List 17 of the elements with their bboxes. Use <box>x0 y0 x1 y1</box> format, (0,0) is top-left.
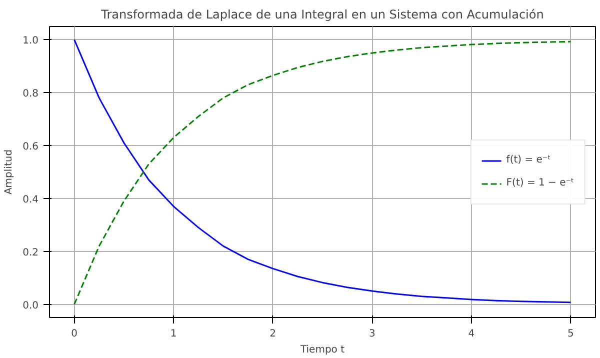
y-tick-label: 0.4 <box>22 194 39 206</box>
legend-label: F(t) = 1 − e⁻ᵗ <box>506 178 574 188</box>
y-axis-title: Amplitud <box>4 149 15 195</box>
y-tick-label: 0.2 <box>22 247 39 258</box>
y-tick-label: 1.0 <box>22 36 39 47</box>
x-tick-label: 2 <box>270 328 276 340</box>
legend-label: f(t) = e⁻ᵗ <box>506 154 551 166</box>
x-tick-label: 0 <box>71 328 78 340</box>
x-axis-title: Tiempo t <box>299 344 345 356</box>
y-tick-label: 0.6 <box>22 142 39 153</box>
x-tick-label: 4 <box>468 328 475 340</box>
x-tick-label: 1 <box>170 328 177 340</box>
x-tick-label: 3 <box>368 328 376 340</box>
chart-title: Transformada de Laplace de una Integral en un Sistema con Acumulación <box>100 8 544 22</box>
y-tick-label: 0.0 <box>22 300 39 312</box>
x-tick-label: 5 <box>568 328 574 340</box>
y-tick-label: 0.8 <box>22 88 39 100</box>
